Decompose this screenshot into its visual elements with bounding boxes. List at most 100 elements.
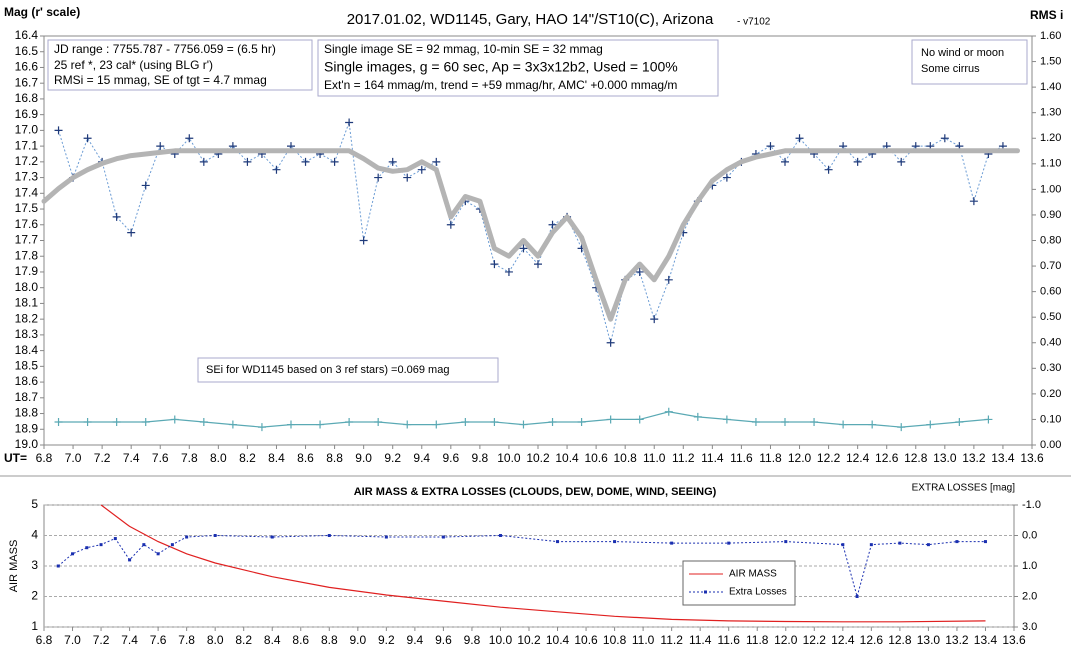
point — [839, 420, 848, 429]
point — [316, 420, 325, 429]
x-tick-label: 9.2 — [384, 451, 401, 465]
y-axis-label: AIR MASS — [8, 540, 20, 593]
y-tick-label: 18.3 — [15, 327, 39, 341]
point — [199, 157, 208, 166]
point — [490, 260, 499, 269]
point — [519, 244, 528, 253]
y-tick-label: 17.9 — [15, 264, 39, 278]
y2-axis-label: EXTRA LOSSES [mag] — [912, 483, 1016, 494]
point — [199, 417, 208, 426]
y2-tick-label: 0.40 — [1040, 337, 1061, 349]
point — [56, 564, 60, 568]
x-tick-label: 9.8 — [472, 451, 489, 465]
point — [54, 126, 63, 135]
y2-axis-label: RMS i — [1030, 8, 1063, 22]
x-tick-label: 13.6 — [1020, 451, 1044, 465]
x-tick-label: 10.2 — [517, 633, 541, 647]
point — [432, 157, 441, 166]
x-tick-label: 13.2 — [945, 633, 969, 647]
point — [374, 173, 383, 182]
point — [781, 157, 789, 166]
x-tick-label: 7.8 — [181, 451, 198, 465]
point — [112, 417, 121, 426]
y2-tick-label: 1.0 — [1022, 560, 1037, 572]
y-tick-label: 18.2 — [15, 311, 39, 325]
point — [272, 165, 281, 174]
point — [613, 540, 617, 544]
x-tick-label: 10.8 — [613, 451, 637, 465]
point — [940, 134, 949, 143]
y-axis-label: Mag (r' scale) — [4, 5, 80, 19]
y-tick-label: 4 — [31, 528, 38, 542]
y-tick-label: 17.2 — [15, 154, 39, 168]
x-tick-label: 10.4 — [546, 633, 570, 647]
point — [519, 420, 528, 429]
y2-tick-label: 0.00 — [1040, 439, 1061, 451]
y2-tick-label: 0.60 — [1040, 286, 1061, 298]
legend-label: AIR MASS — [729, 569, 777, 580]
info-box — [197, 357, 499, 383]
point — [635, 267, 644, 276]
y-tick-label: 1 — [31, 619, 38, 633]
x-tick-label: 7.2 — [93, 633, 110, 647]
y-tick-label: 2 — [31, 589, 38, 603]
point — [85, 546, 89, 550]
point — [228, 420, 237, 429]
y2-tick-label: 1.60 — [1040, 30, 1061, 42]
point — [869, 543, 873, 547]
chart-subtitle: - v7102 — [737, 17, 771, 28]
y-tick-label: 18.5 — [15, 359, 39, 373]
x-tick-label: 10.6 — [574, 633, 598, 647]
point — [664, 407, 673, 416]
point — [766, 142, 775, 151]
point — [461, 417, 470, 426]
x-tick-label: 12.0 — [774, 633, 798, 647]
y-tick-label: 16.8 — [15, 91, 39, 105]
point — [185, 535, 189, 539]
info-box — [911, 39, 1028, 85]
x-tick-label: 8.6 — [292, 633, 309, 647]
series-line — [41, 148, 1020, 322]
y-tick-label: 5 — [31, 497, 38, 511]
point — [670, 541, 674, 545]
point — [243, 157, 252, 166]
x-tick-label: 7.4 — [121, 633, 138, 647]
point — [855, 595, 859, 598]
point — [727, 541, 731, 545]
point — [99, 543, 103, 547]
annotation: Some cirrus — [921, 63, 980, 75]
x-tick-label: 9.6 — [442, 451, 459, 465]
point — [156, 552, 160, 556]
x-tick-label: 10.6 — [584, 451, 608, 465]
point — [926, 420, 935, 429]
point — [71, 552, 75, 556]
y2-tick-label: 1.30 — [1040, 107, 1061, 119]
y-tick-label: 18.0 — [15, 280, 39, 294]
point — [185, 134, 194, 143]
point — [83, 134, 92, 143]
chart-title: 2017.01.02, WD1145, Gary, HAO 14"/ST10(C… — [347, 11, 714, 28]
point — [722, 173, 731, 182]
point — [127, 228, 136, 237]
x-tick-label: 6.8 — [36, 633, 53, 647]
y-tick-label: 18.7 — [15, 390, 39, 404]
point — [722, 415, 731, 424]
annotation: RMSi = 15 mmag, SE of tgt = 4.7 mmag — [54, 73, 267, 87]
point — [417, 165, 426, 174]
y-tick-label: 17.4 — [15, 185, 39, 199]
y-tick-label: 3 — [31, 558, 38, 572]
x-tick-label: 7.4 — [123, 451, 140, 465]
x-tick-label: 13.4 — [974, 633, 998, 647]
x-tick-label: 8.8 — [326, 451, 343, 465]
point — [795, 134, 804, 143]
point — [83, 417, 92, 426]
x-tick-label: 9.8 — [464, 633, 481, 647]
info-box — [317, 39, 719, 97]
x-tick-label: 10.4 — [555, 451, 579, 465]
point — [969, 197, 978, 206]
y2-tick-label: 1.00 — [1040, 183, 1061, 195]
y-tick-label: 17.7 — [15, 233, 39, 247]
point — [781, 417, 789, 426]
point — [403, 420, 412, 429]
